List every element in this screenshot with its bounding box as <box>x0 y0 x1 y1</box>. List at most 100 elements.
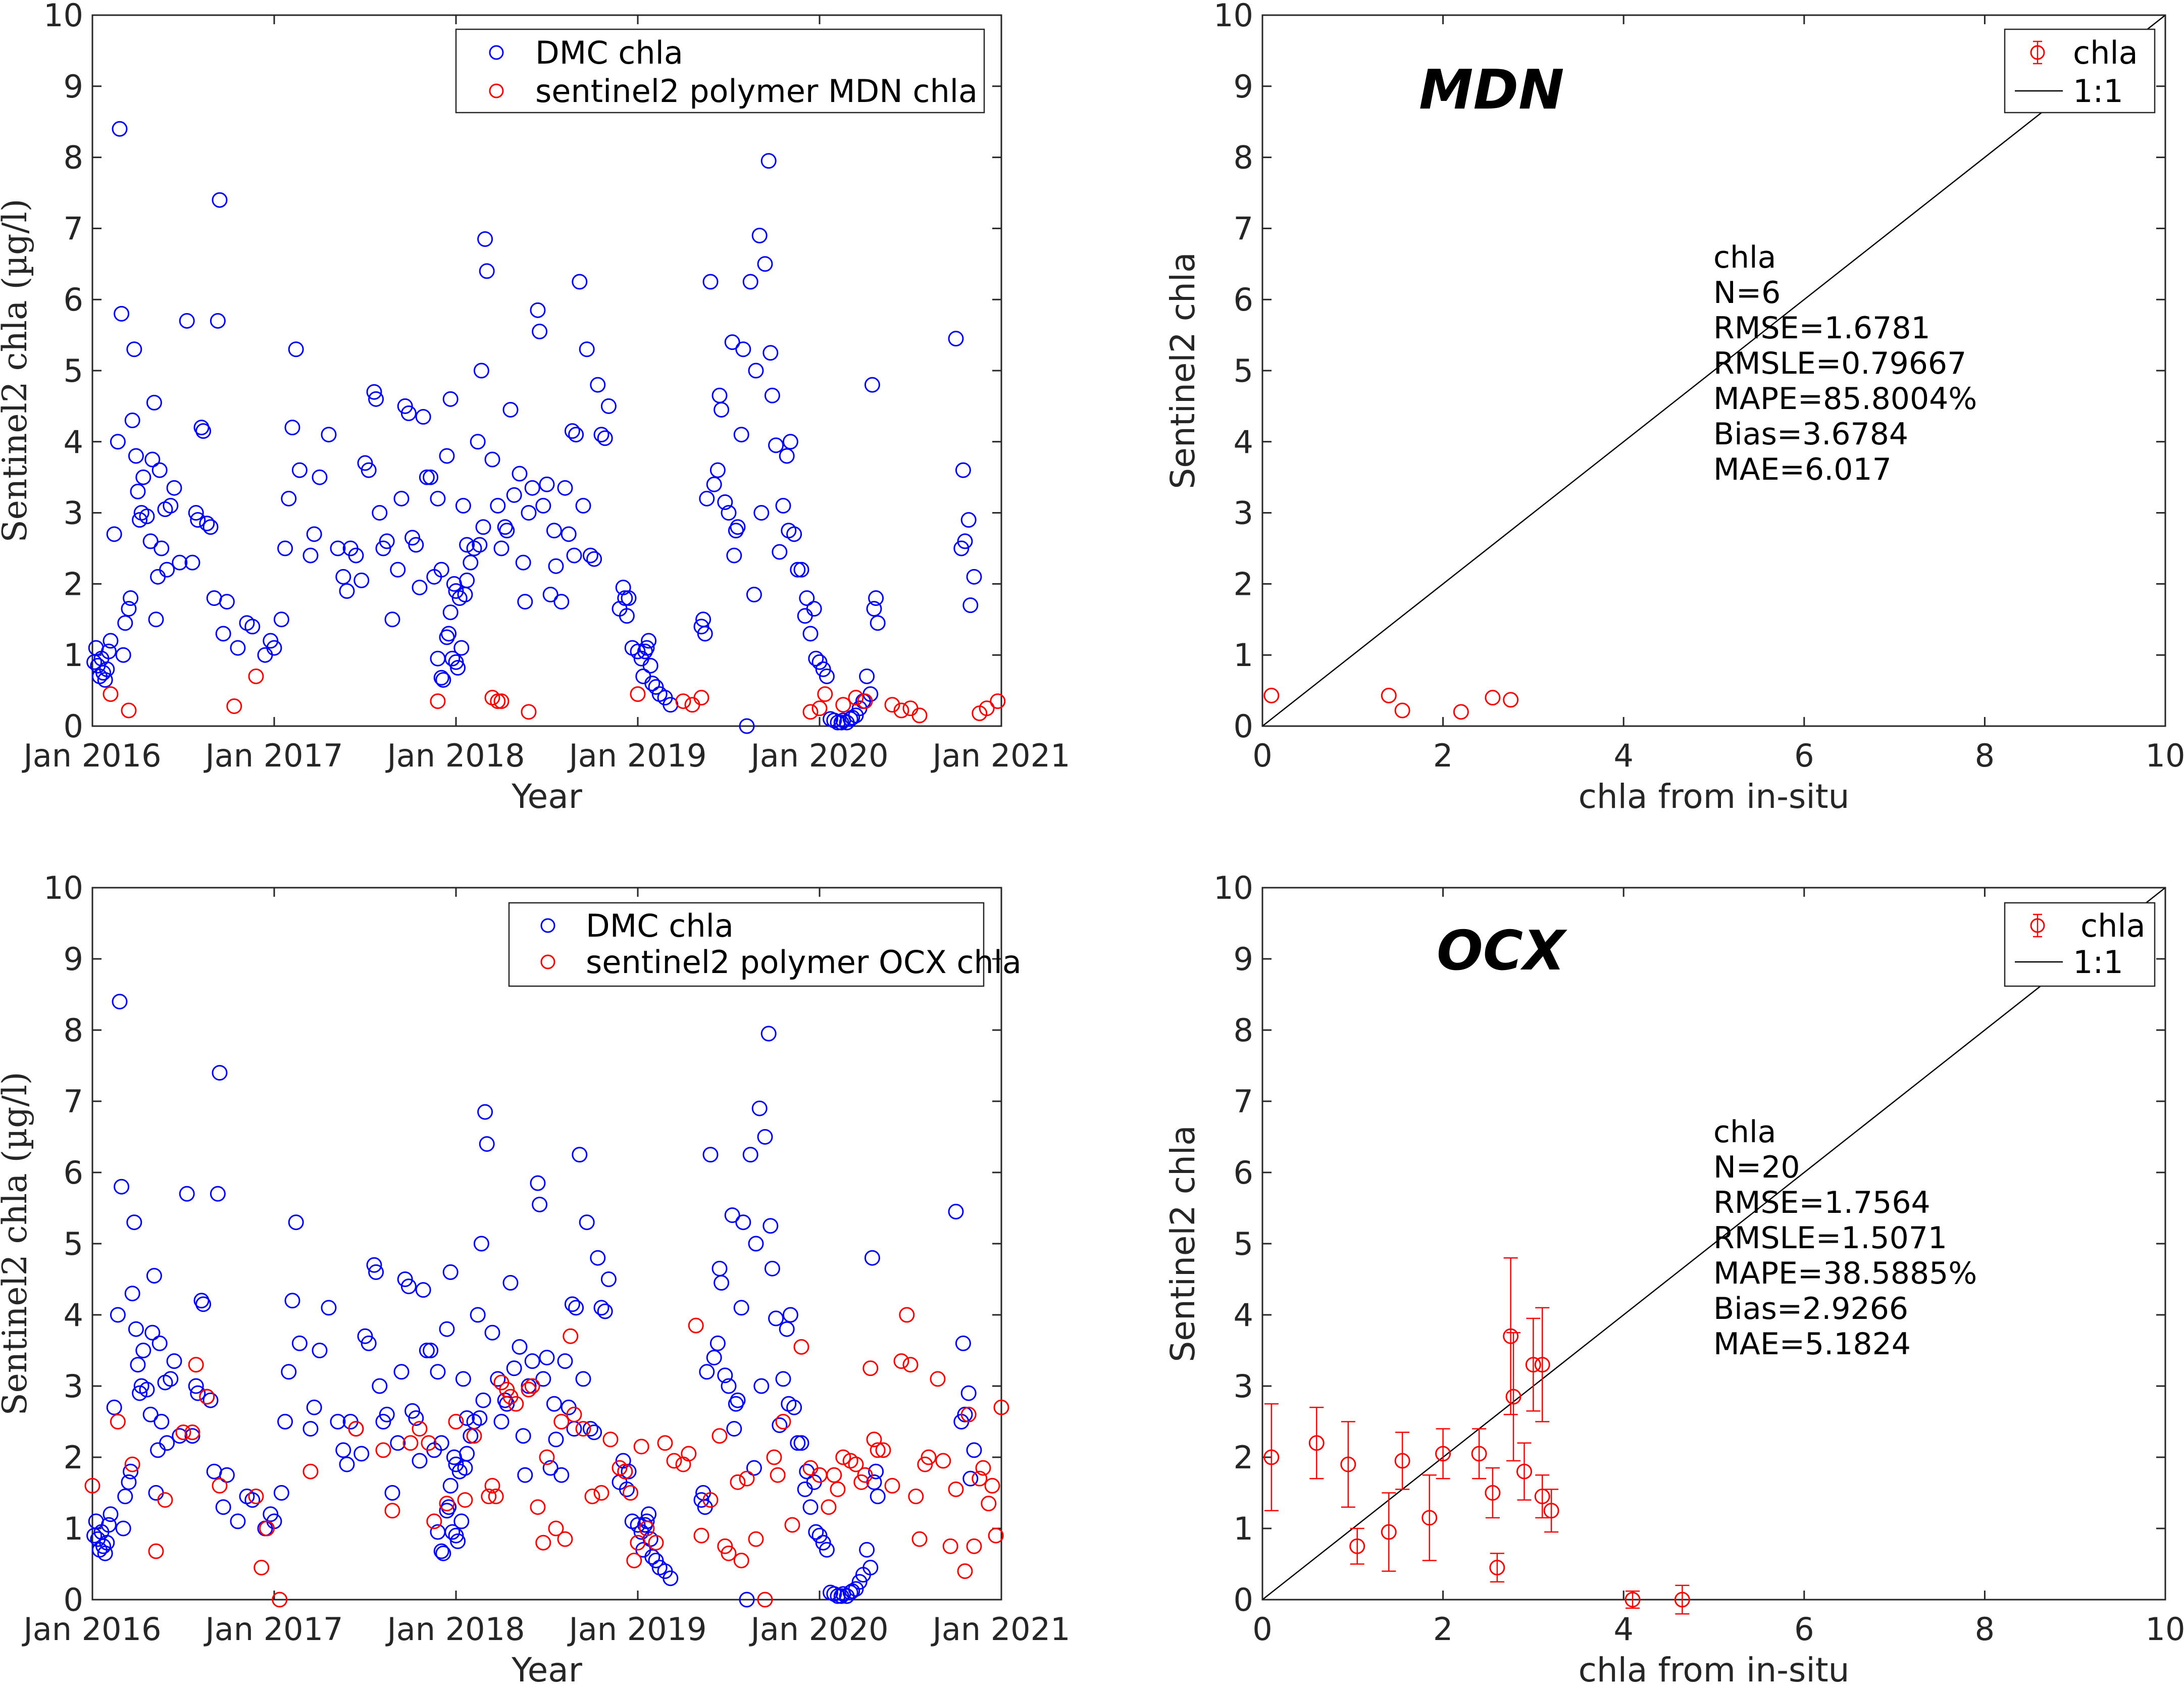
y-tick-label: 7 <box>1234 210 1253 247</box>
dmc-point <box>433 670 449 686</box>
dmc-point <box>163 498 179 514</box>
dmc-point <box>742 1147 758 1163</box>
x-tick-label: 0 <box>1252 737 1272 774</box>
dmc-point <box>100 1517 117 1533</box>
y-tick-label: 8 <box>1234 1012 1253 1049</box>
dmc-point <box>442 391 459 407</box>
sentinel2-point <box>733 1552 749 1568</box>
dmc-point <box>524 1353 540 1369</box>
sentinel2-point <box>993 1399 1009 1415</box>
sentinel2-point <box>484 1477 500 1494</box>
sentinel2-point <box>802 704 819 720</box>
dmc-point <box>962 1470 979 1487</box>
x-tick-label: 10 <box>2146 1611 2184 1648</box>
stat-line: RMSLE=0.79667 <box>1713 346 1966 381</box>
chla-point <box>1543 1503 1559 1519</box>
dmc-point <box>419 469 435 485</box>
dmc-point <box>960 1385 977 1401</box>
dmc-point <box>802 626 819 642</box>
dmc-point <box>542 1460 558 1476</box>
dmc-point <box>450 660 466 676</box>
dmc-point <box>372 1378 388 1394</box>
y-tick-label: 1 <box>1234 637 1253 674</box>
dmc-point <box>459 1410 475 1426</box>
dmc-point <box>806 601 822 617</box>
legend-label-dmc: DMC chla <box>535 34 683 71</box>
x-tick-label: 6 <box>1794 1611 1814 1648</box>
dmc-point <box>793 561 809 578</box>
dmc-point <box>753 505 770 521</box>
x-tick-label: 8 <box>1975 1611 1995 1648</box>
dmc-point <box>848 1581 864 1597</box>
legend: DMC chla sentinel2 polymer OCX chla <box>508 902 1022 987</box>
stat-line: MAE=6.017 <box>1713 452 1892 487</box>
dmc-point <box>739 718 755 734</box>
x-tick-label: Jan 2016 <box>21 737 161 774</box>
y-tick-label: 9 <box>64 941 83 978</box>
sentinel2-point <box>530 1499 546 1515</box>
dmc-point <box>535 1371 551 1387</box>
sentinel2-point <box>499 1382 515 1398</box>
dmc-point <box>772 1417 788 1434</box>
y-tick-label: 5 <box>1234 352 1253 389</box>
chla-point <box>1381 687 1397 703</box>
legend-box <box>455 28 985 114</box>
dmc-point <box>473 363 489 379</box>
dmc-point <box>375 540 391 556</box>
sentinel2-point <box>575 1421 591 1437</box>
dmc-point <box>384 1485 400 1501</box>
y-tick-label: 2 <box>1234 1439 1253 1476</box>
y-tick-label: 5 <box>64 352 83 389</box>
dmc-point <box>870 615 886 631</box>
dmc-point <box>582 1421 598 1437</box>
stat-line: RMSE=1.7564 <box>1713 1185 1931 1220</box>
dmc-point <box>644 676 661 692</box>
dmc-point <box>717 1367 733 1384</box>
axis-ticks <box>1261 887 2166 1601</box>
dmc-point <box>517 1467 533 1483</box>
dmc-point <box>110 434 126 450</box>
sentinel2-point <box>617 1463 633 1479</box>
sentinel2-point <box>942 1538 958 1554</box>
legend-box <box>508 902 985 987</box>
sentinel2-point <box>521 704 537 720</box>
dmc-point <box>475 519 491 535</box>
dmc-point <box>188 505 204 521</box>
sentinel2-point <box>893 702 909 719</box>
dmc-point <box>115 647 131 663</box>
x-tick-label: 10 <box>2146 737 2184 774</box>
sentinel2-point <box>602 1432 619 1448</box>
chla-point <box>1624 1592 1641 1608</box>
x-tick-labels: Jan 2016 Jan 2017 Jan 2018 Jan 2019 Jan 2020… <box>21 1611 1070 1648</box>
sentinel2-point <box>184 1424 200 1441</box>
dmc-point <box>799 590 815 606</box>
sentinel2-point <box>103 686 119 702</box>
dmc-point <box>512 466 528 482</box>
sentinel2-point <box>988 1527 1004 1544</box>
sentinel2-point <box>857 693 873 709</box>
dmc-point <box>746 1460 762 1476</box>
sentinel2-point <box>666 1453 682 1469</box>
dmc-point <box>693 1492 709 1508</box>
dmc-point <box>730 1392 746 1408</box>
dmc-point <box>600 1271 617 1287</box>
dmc-point <box>748 1236 764 1252</box>
y-tick-label: 0 <box>64 1581 83 1618</box>
dmc-point <box>144 451 161 468</box>
data-points <box>84 994 1009 1608</box>
dmc-point <box>763 1218 779 1234</box>
sentinel2-point <box>521 1382 537 1398</box>
chla-point <box>1381 1524 1397 1540</box>
dmc-point <box>479 1136 495 1152</box>
dmc-point <box>826 712 842 729</box>
sentinel2-point <box>199 1389 215 1405</box>
stat-line: chla <box>1713 1114 1776 1150</box>
sentinel2-point <box>148 1543 164 1559</box>
sentinel2-point <box>893 1353 909 1369</box>
dmc-point <box>132 1385 148 1401</box>
sentinel2-point <box>966 1538 982 1554</box>
sentinel2-point <box>481 1489 497 1505</box>
sentinel2-point <box>466 1428 482 1444</box>
y-tick-labels: 0 1 2 3 4 5 6 7 8 9 10 <box>43 0 83 745</box>
dmc-point <box>339 1456 355 1472</box>
